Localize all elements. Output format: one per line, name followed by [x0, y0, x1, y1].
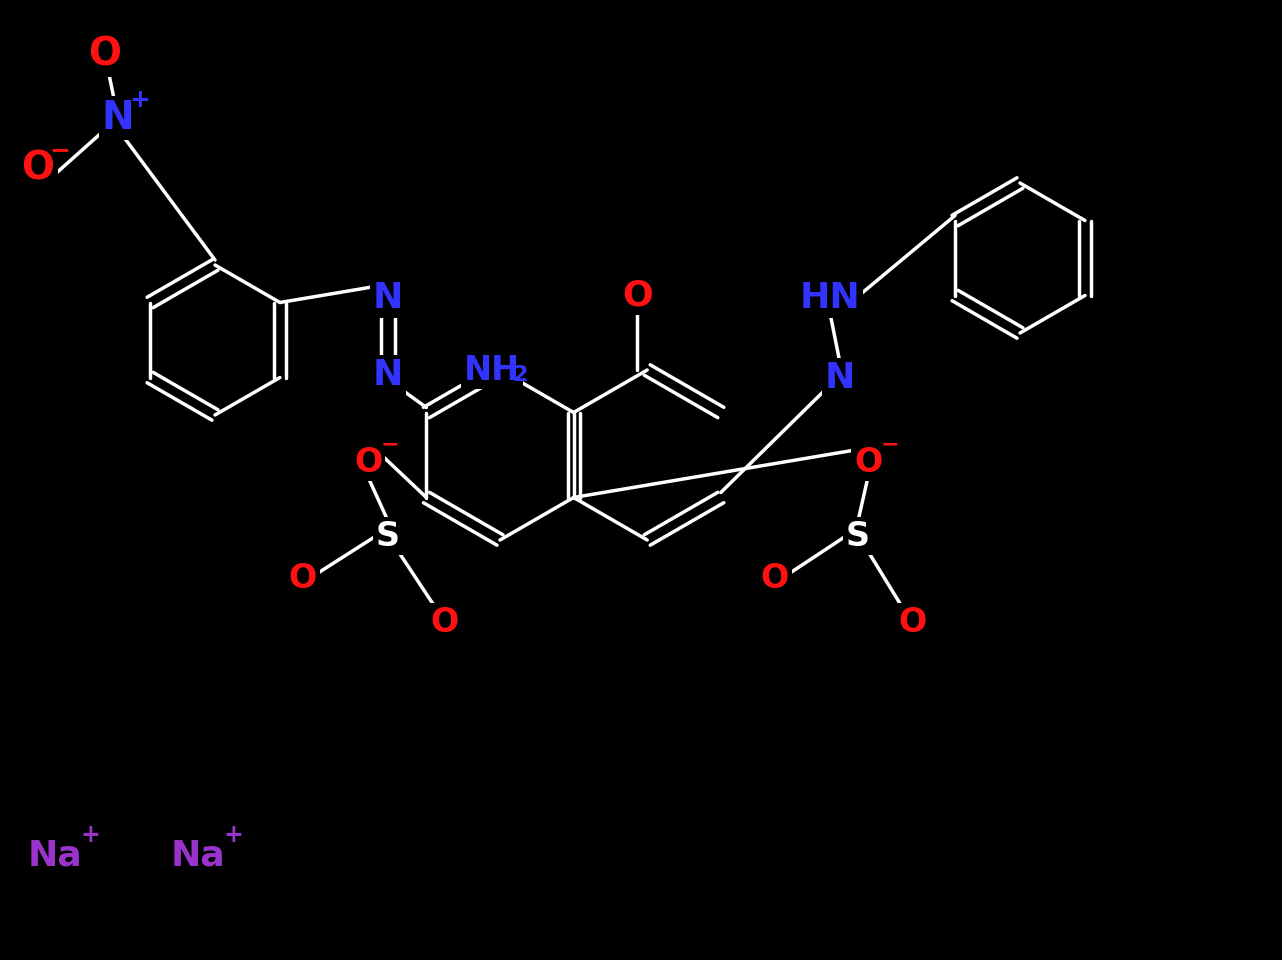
Text: S: S: [846, 519, 870, 553]
Text: O: O: [897, 606, 926, 638]
Text: −: −: [881, 434, 899, 454]
Text: HN: HN: [800, 281, 860, 315]
Text: O: O: [431, 606, 459, 638]
Text: N: N: [101, 99, 135, 137]
Text: O: O: [854, 445, 882, 478]
Text: 2: 2: [513, 365, 528, 385]
Text: O: O: [622, 278, 653, 312]
Text: O: O: [288, 562, 317, 594]
Text: −: −: [381, 434, 399, 454]
Text: O: O: [88, 36, 122, 74]
Text: −: −: [50, 138, 71, 162]
Text: +: +: [79, 823, 100, 847]
Text: N: N: [373, 358, 403, 392]
Text: O: O: [22, 149, 55, 187]
Text: NH: NH: [464, 353, 520, 387]
Text: N: N: [824, 361, 855, 395]
Text: O: O: [762, 562, 790, 594]
Text: Na: Na: [28, 838, 82, 872]
Text: +: +: [223, 823, 242, 847]
Text: S: S: [376, 519, 400, 553]
Text: +: +: [129, 88, 150, 112]
Text: Na: Na: [171, 838, 226, 872]
Text: O: O: [354, 445, 382, 478]
Text: N: N: [373, 281, 403, 315]
